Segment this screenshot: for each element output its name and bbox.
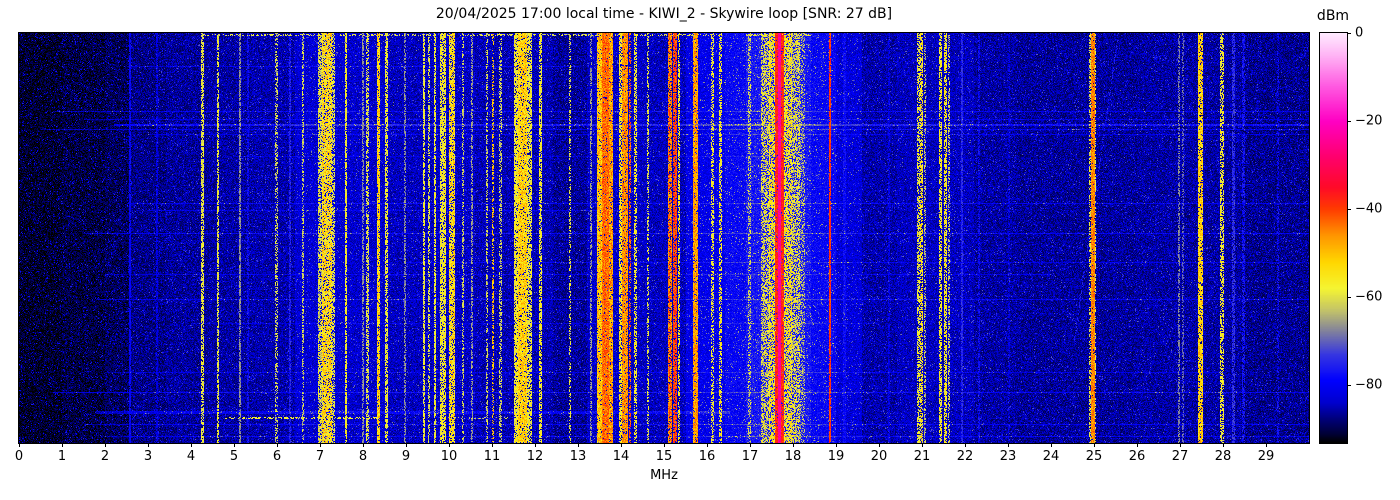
colorbar-tick-mark--80: [1347, 385, 1351, 386]
x-tick-label-16: 16: [698, 449, 716, 464]
x-tick-label-13: 13: [569, 449, 587, 464]
x-tick-label-18: 18: [784, 449, 802, 464]
x-tick-mark-9: [405, 443, 407, 447]
x-tick-label-3: 3: [143, 449, 153, 464]
x-tick-label-21: 21: [913, 449, 931, 464]
x-tick-mark-25: [1093, 443, 1095, 447]
colorbar-label: dBm: [1316, 8, 1350, 24]
x-tick-mark-29: [1265, 443, 1267, 447]
x-tick-label-8: 8: [358, 449, 368, 464]
x-tick-mark-17: [749, 443, 751, 447]
x-tick-mark-26: [1136, 443, 1138, 447]
x-tick-label-20: 20: [870, 449, 888, 464]
x-tick-label-15: 15: [655, 449, 673, 464]
colorbar-tick-mark--40: [1347, 209, 1351, 210]
colorbar-tick-label--40: −40: [1355, 201, 1383, 217]
colorbar-tick-mark--20: [1347, 121, 1351, 122]
x-tick-mark-13: [577, 443, 579, 447]
colorbar-tick-label--20: −20: [1355, 113, 1383, 129]
x-tick-mark-8: [362, 443, 364, 447]
x-tick-mark-18: [792, 443, 794, 447]
x-tick-mark-1: [61, 443, 63, 447]
waterfall-plot-area: [18, 32, 1310, 444]
x-tick-label-2: 2: [100, 449, 110, 464]
x-tick-label-4: 4: [186, 449, 196, 464]
colorbar-tick-mark--60: [1347, 297, 1351, 298]
colorbar-tick-label-0: 0: [1355, 25, 1364, 41]
x-tick-label-1: 1: [57, 449, 67, 464]
x-tick-label-27: 27: [1171, 449, 1189, 464]
x-tick-mark-7: [319, 443, 321, 447]
x-tick-label-29: 29: [1257, 449, 1275, 464]
x-tick-mark-23: [1007, 443, 1009, 447]
colorbar-tick-label--60: −60: [1355, 289, 1383, 305]
x-tick-label-12: 12: [526, 449, 544, 464]
x-tick-mark-10: [448, 443, 450, 447]
x-tick-label-7: 7: [315, 449, 325, 464]
colorbar-gradient: [1320, 33, 1347, 443]
x-tick-mark-27: [1179, 443, 1181, 447]
x-tick-label-6: 6: [272, 449, 282, 464]
colorbar: [1319, 32, 1348, 444]
x-tick-mark-19: [835, 443, 837, 447]
x-axis-label: MHz: [650, 468, 678, 483]
x-tick-mark-14: [620, 443, 622, 447]
x-tick-label-19: 19: [827, 449, 845, 464]
colorbar-tick-mark-0: [1347, 33, 1351, 34]
x-tick-mark-15: [663, 443, 665, 447]
x-tick-mark-24: [1050, 443, 1052, 447]
x-tick-label-5: 5: [229, 449, 239, 464]
x-tick-mark-21: [921, 443, 923, 447]
x-tick-mark-11: [491, 443, 493, 447]
waterfall-heatmap: [19, 33, 1309, 443]
x-tick-label-25: 25: [1085, 449, 1103, 464]
x-tick-mark-5: [233, 443, 235, 447]
x-tick-mark-20: [878, 443, 880, 447]
x-tick-mark-22: [964, 443, 966, 447]
x-tick-mark-3: [147, 443, 149, 447]
x-tick-mark-12: [534, 443, 536, 447]
x-tick-mark-0: [18, 443, 20, 447]
x-tick-label-17: 17: [741, 449, 759, 464]
x-tick-label-24: 24: [1042, 449, 1060, 464]
chart-title: 20/04/2025 17:00 local time - KIWI_2 - S…: [435, 6, 893, 22]
colorbar-tick-label--80: −80: [1355, 377, 1383, 393]
x-tick-mark-16: [706, 443, 708, 447]
x-tick-label-26: 26: [1128, 449, 1146, 464]
x-tick-mark-28: [1222, 443, 1224, 447]
x-tick-mark-4: [190, 443, 192, 447]
x-tick-label-14: 14: [612, 449, 630, 464]
x-tick-label-23: 23: [999, 449, 1017, 464]
x-tick-label-22: 22: [956, 449, 974, 464]
x-tick-label-0: 0: [14, 449, 24, 464]
x-tick-mark-2: [104, 443, 106, 447]
x-tick-label-10: 10: [440, 449, 458, 464]
x-tick-label-9: 9: [401, 449, 411, 464]
x-tick-label-28: 28: [1214, 449, 1232, 464]
x-tick-label-11: 11: [483, 449, 501, 464]
x-tick-mark-6: [276, 443, 278, 447]
